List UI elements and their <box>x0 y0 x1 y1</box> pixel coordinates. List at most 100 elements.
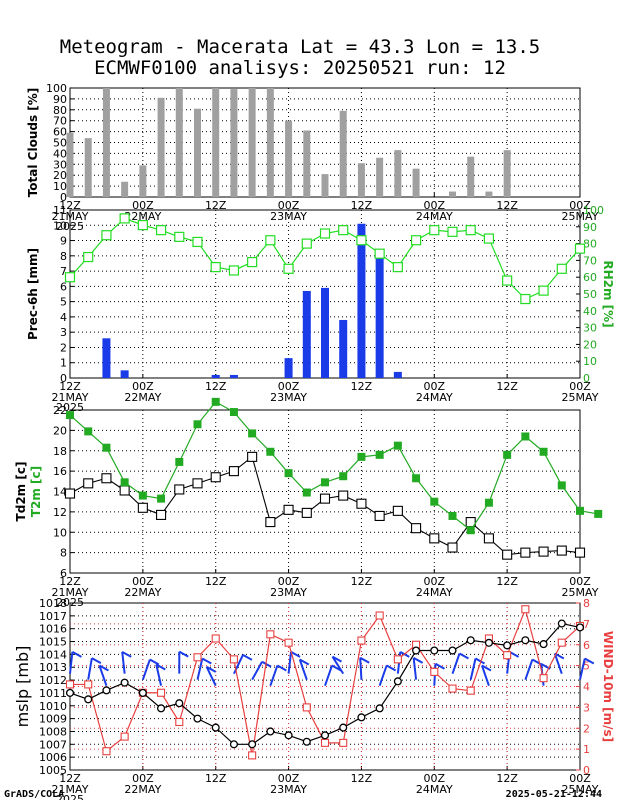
precip-xtick-date: 25MAY <box>562 391 599 404</box>
wind-ylabel: WIND-10m [m/s] <box>601 631 615 742</box>
clouds-ytick-label: 50 <box>53 137 67 150</box>
rh-ytick-label: 70 <box>583 254 597 267</box>
mslp-point <box>393 677 402 686</box>
rh-ytick-label: 0 <box>583 372 590 385</box>
mslp-xtick-date: 24MAY <box>416 783 453 796</box>
wind-barb <box>579 658 586 680</box>
rh-point <box>101 230 112 241</box>
cloud-bar <box>303 130 311 197</box>
precip-ytick-label: 5 <box>60 296 67 309</box>
mslp-point <box>284 731 293 740</box>
clouds-ytick-label: 80 <box>53 104 67 117</box>
t2m-point <box>466 526 475 535</box>
td2m-point <box>210 472 221 483</box>
wind-point <box>375 611 384 620</box>
precip-year-label: 2025 <box>56 401 84 414</box>
rh-point <box>447 226 458 237</box>
t2m-point <box>412 474 421 483</box>
clouds-ytick-label: 0 <box>60 191 67 204</box>
precip-xtick-label: 00Z <box>278 380 300 393</box>
clouds-ytick-label: 60 <box>53 126 67 139</box>
precip-ytick-label: 3 <box>60 326 67 339</box>
wind-point <box>266 630 275 639</box>
wind-barb-flag <box>475 657 485 665</box>
mslp-ytick-label: 1014 <box>39 648 67 661</box>
t2m-point <box>557 481 566 490</box>
mslp-point <box>248 740 257 749</box>
rh-point <box>392 262 403 273</box>
mslp-point <box>120 678 129 687</box>
mslp-xtick-date: 22MAY <box>124 783 161 796</box>
td2m-point <box>301 507 312 518</box>
td2m-point <box>319 493 331 504</box>
precip-ytick-label: 10 <box>53 219 67 232</box>
wind-point <box>84 680 93 689</box>
td2m-point <box>447 542 458 553</box>
wind-barb <box>331 656 345 675</box>
wind-barb-flag <box>459 652 469 660</box>
temp-xtick-date: 23MAY <box>270 586 307 599</box>
rh-point <box>429 225 440 236</box>
clouds-xtick-label: 00Z <box>424 199 446 212</box>
t2m-point <box>175 457 184 466</box>
wind-barb-flag <box>332 655 342 663</box>
t2m-ylabel: T2m [c] <box>29 466 43 517</box>
wind-barb <box>269 665 279 686</box>
wind-barb <box>524 659 534 680</box>
mslp-xtick-label: 00Z <box>132 772 154 785</box>
precip-bar <box>284 358 293 378</box>
wind-ytick-label: 1 <box>583 743 590 756</box>
td2m-point <box>247 451 258 462</box>
mslp-point <box>375 704 384 713</box>
wind-barb <box>196 658 204 680</box>
clouds-ytick-label: 90 <box>53 93 67 106</box>
wind-barb <box>155 664 163 686</box>
wind-barb-flag <box>481 664 492 672</box>
td2m-point <box>574 547 586 558</box>
rh-point <box>83 251 94 263</box>
precip-xtick-label: 00Z <box>132 380 154 393</box>
wind-ytick-label: 5 <box>583 660 590 673</box>
clouds-ytick-label: 70 <box>53 115 67 128</box>
mslp-point <box>430 646 439 655</box>
clouds-xtick-label: 00Z <box>278 199 300 212</box>
clouds-xtick-label: 12Z <box>59 199 81 212</box>
mslp-point <box>266 727 275 736</box>
mslp-ytick-label: 1006 <box>39 751 67 764</box>
precip-xtick-date: 22MAY <box>124 391 161 404</box>
temp-ytick-label: 20 <box>53 424 67 437</box>
mslp-point <box>84 695 93 704</box>
temp-ytick-label: 6 <box>60 567 67 580</box>
precip-ytick-label: 4 <box>60 311 67 324</box>
temp-ytick-label: 22 <box>53 404 67 417</box>
wind-point <box>284 638 293 647</box>
wind-point <box>248 751 257 760</box>
cloud-bar <box>175 88 183 197</box>
wind-ytick-label: 0 <box>583 764 590 777</box>
wind-ytick-label: 6 <box>583 639 590 652</box>
temp-xtick-date: 25MAY <box>562 586 599 599</box>
mslp-ytick-label: 1005 <box>39 764 67 777</box>
precip-xtick-date: 24MAY <box>416 391 453 404</box>
rh-point <box>192 236 203 248</box>
td2m-point <box>137 502 148 513</box>
wind-barb-flag <box>206 666 217 673</box>
wind-point <box>102 747 111 756</box>
cloud-bar <box>266 88 274 197</box>
mslp-point <box>65 688 75 697</box>
td2m-point <box>338 490 349 501</box>
wind-ytick-label: 4 <box>583 681 590 694</box>
wind-barb <box>451 653 461 674</box>
td2m-point <box>283 504 294 515</box>
precip-bar <box>357 223 366 378</box>
mslp-xtick-label: 00Z <box>278 772 300 785</box>
precip-ytick-label: 0 <box>60 372 67 385</box>
mslp-xtick-label: 12Z <box>205 772 227 785</box>
precip-bar <box>302 290 311 378</box>
temp-xtick-label: 00Z <box>569 575 591 588</box>
rh-point <box>574 243 586 254</box>
wind-barb-flag <box>98 664 109 672</box>
cloud-bar <box>394 150 402 197</box>
